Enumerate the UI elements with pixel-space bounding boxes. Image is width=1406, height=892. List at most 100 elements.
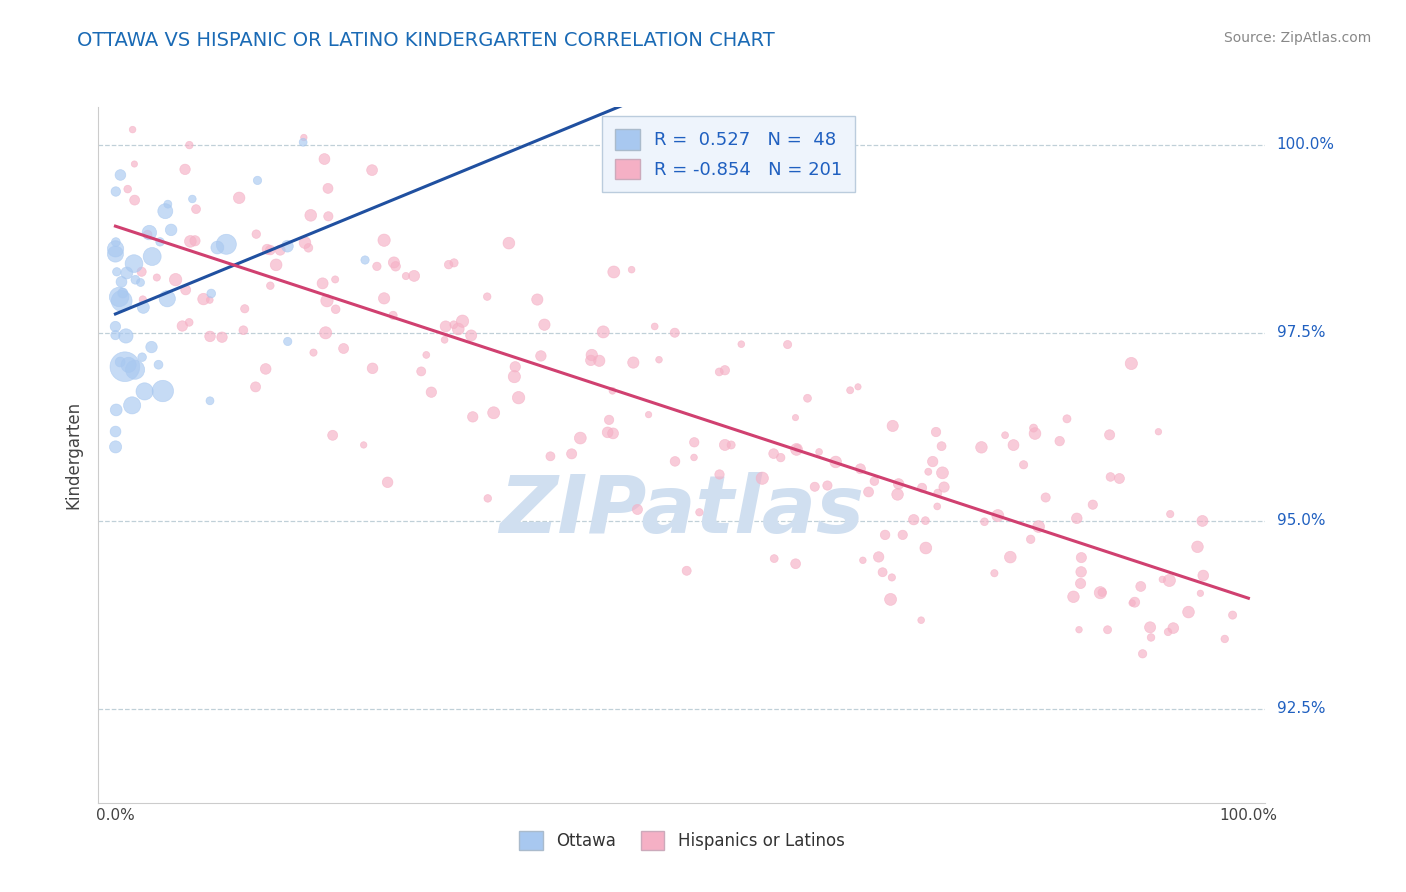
Point xyxy=(776,337,799,351)
Point xyxy=(720,438,742,452)
Point xyxy=(503,369,526,384)
Point xyxy=(533,318,555,332)
Point xyxy=(117,358,139,372)
Point xyxy=(141,340,163,354)
Point xyxy=(160,223,183,237)
Point xyxy=(148,358,170,372)
Point xyxy=(1121,356,1143,370)
Point xyxy=(246,173,269,187)
Point xyxy=(839,384,862,398)
Point xyxy=(121,398,143,412)
Point xyxy=(603,265,626,279)
Point xyxy=(1070,576,1092,591)
Point xyxy=(921,454,943,468)
Y-axis label: Kindergarten: Kindergarten xyxy=(65,401,83,509)
Point xyxy=(415,348,437,362)
Point xyxy=(318,210,340,224)
Point xyxy=(420,385,443,400)
Point xyxy=(104,242,127,256)
Point xyxy=(846,380,869,394)
Point xyxy=(332,342,354,356)
Point xyxy=(526,293,548,307)
Point xyxy=(322,428,344,442)
Point xyxy=(769,450,792,465)
Point xyxy=(354,252,377,267)
Point xyxy=(179,315,201,329)
Point xyxy=(1002,438,1025,452)
Point xyxy=(232,323,254,337)
Point xyxy=(530,349,553,363)
Point xyxy=(1024,426,1046,441)
Point xyxy=(1177,605,1199,619)
Point xyxy=(762,447,785,461)
Point xyxy=(181,192,204,206)
Point xyxy=(914,514,936,528)
Point xyxy=(1121,596,1143,610)
Point xyxy=(675,564,697,578)
Point xyxy=(174,162,197,177)
Point xyxy=(323,272,346,286)
Point xyxy=(785,410,807,425)
Point xyxy=(824,455,846,469)
Point xyxy=(503,359,526,374)
Point xyxy=(1000,550,1022,565)
Point xyxy=(1022,421,1045,435)
Point xyxy=(477,491,499,506)
Point xyxy=(709,467,731,482)
Point xyxy=(931,466,953,480)
Point xyxy=(124,193,146,207)
Point xyxy=(886,487,908,501)
Point xyxy=(683,435,706,450)
Point xyxy=(683,450,706,465)
Point xyxy=(569,431,592,445)
Point xyxy=(1098,427,1121,442)
Point xyxy=(104,425,127,439)
Point xyxy=(193,292,215,306)
Point xyxy=(245,380,267,394)
Point xyxy=(1019,533,1042,547)
Point xyxy=(1159,574,1181,588)
Point xyxy=(269,243,291,257)
Point xyxy=(579,353,602,368)
Point xyxy=(751,471,773,485)
Point xyxy=(714,363,737,377)
Point xyxy=(730,337,752,351)
Point xyxy=(316,293,339,308)
Point xyxy=(983,566,1005,581)
Point xyxy=(1099,470,1122,484)
Point xyxy=(105,403,128,417)
Point xyxy=(373,233,395,247)
Point xyxy=(366,260,388,274)
Point xyxy=(115,329,138,343)
Point xyxy=(803,480,825,494)
Point xyxy=(121,122,143,136)
Point xyxy=(1056,412,1078,426)
Point xyxy=(461,409,484,424)
Point xyxy=(1152,573,1174,587)
Point xyxy=(1090,585,1112,599)
Point xyxy=(207,240,229,254)
Point xyxy=(108,355,131,369)
Point xyxy=(1012,458,1035,472)
Point xyxy=(198,329,221,343)
Text: 95.0%: 95.0% xyxy=(1277,513,1324,528)
Point xyxy=(863,474,886,488)
Point xyxy=(1070,550,1092,565)
Point xyxy=(254,362,277,376)
Point xyxy=(1066,511,1088,525)
Point xyxy=(763,551,786,566)
Point xyxy=(132,301,155,315)
Point xyxy=(932,480,955,494)
Point xyxy=(105,265,128,279)
Point xyxy=(1091,585,1114,599)
Point xyxy=(880,570,903,584)
Point xyxy=(111,293,134,308)
Point xyxy=(256,242,278,256)
Point xyxy=(437,258,460,272)
Point xyxy=(131,350,153,364)
Point xyxy=(132,293,155,307)
Point xyxy=(200,286,222,301)
Point xyxy=(538,450,561,464)
Point xyxy=(245,227,267,241)
Point xyxy=(1129,579,1152,593)
